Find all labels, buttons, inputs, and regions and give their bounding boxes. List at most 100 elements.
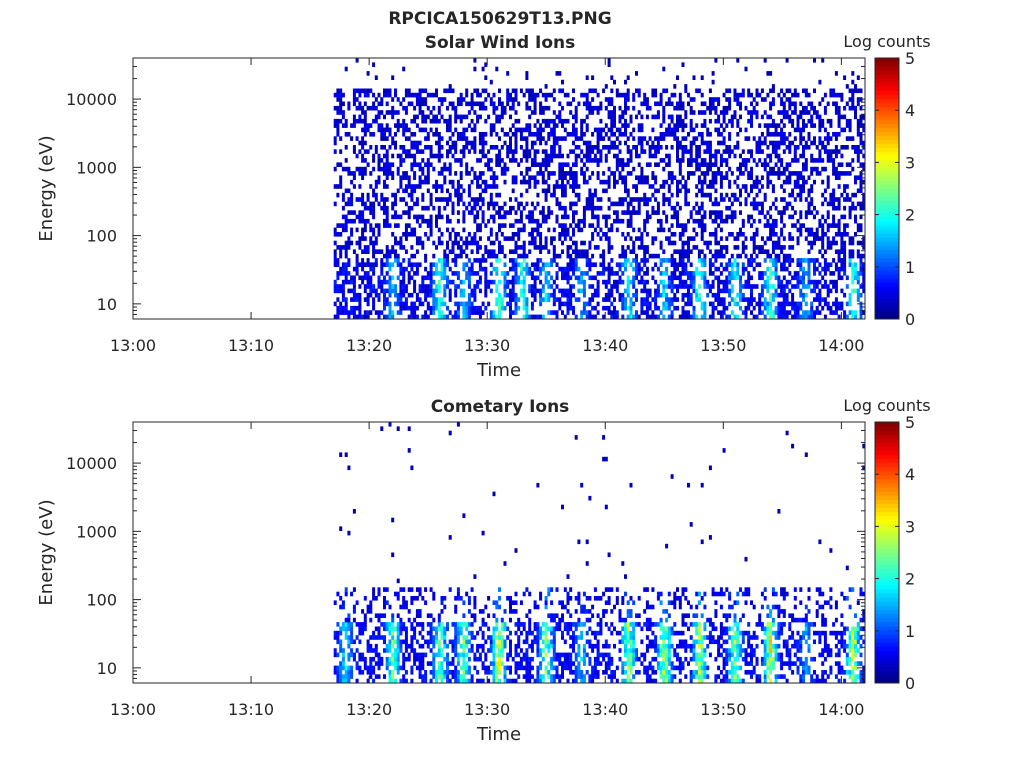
spectrogram-cell <box>802 297 805 302</box>
spectrogram-cell <box>602 127 606 133</box>
spectrogram-cell <box>495 314 499 320</box>
spectrogram-cell <box>629 279 633 285</box>
spectrogram-cell <box>862 245 866 250</box>
spectrogram-cell <box>736 292 740 298</box>
spectrogram-cell <box>689 153 693 159</box>
spectrogram-cell <box>506 149 510 154</box>
spectrogram-cell <box>618 132 622 137</box>
spectrogram-cell <box>391 162 395 167</box>
spectrogram-cell <box>607 271 611 276</box>
spectrogram-cell <box>399 288 403 294</box>
spectrogram-cell <box>448 149 452 154</box>
spectrogram-cell <box>591 105 595 111</box>
spectrogram-cell <box>755 262 759 267</box>
spectrogram-cell <box>747 271 751 276</box>
spectrogram-cell <box>418 240 422 246</box>
spectrogram-cell <box>391 75 395 80</box>
spectrogram-cell <box>848 97 852 102</box>
spectrogram-cell <box>613 105 616 111</box>
spectrogram-cell <box>495 105 499 111</box>
spectrogram-cell <box>607 136 611 141</box>
spectrogram-cell <box>561 266 564 272</box>
spectrogram-cell <box>593 127 597 133</box>
spectrogram-cell <box>624 79 627 85</box>
spectrogram-cell <box>426 105 430 111</box>
spectrogram-cell <box>541 297 545 302</box>
spectrogram-cell <box>511 292 515 298</box>
spectrogram-cell <box>774 132 778 137</box>
spectrogram-cell <box>782 105 786 111</box>
spectrogram-cell <box>717 210 721 215</box>
spectrogram-cell <box>385 253 389 259</box>
spectrogram-cell <box>454 284 458 289</box>
spectrogram-cell <box>791 123 795 128</box>
spectrogram-cell <box>492 249 496 254</box>
spectrogram-cell <box>539 110 543 115</box>
spectrogram-cell <box>374 145 378 150</box>
spectrogram-cell <box>739 105 742 111</box>
spectrogram-cell <box>796 279 800 285</box>
spectrogram-cell <box>804 301 808 307</box>
spectrogram-cell <box>648 314 652 320</box>
spectrogram-cell <box>424 97 428 102</box>
spectrogram-cell <box>695 162 699 167</box>
spectrogram-cell <box>769 140 773 146</box>
spectrogram-cell <box>739 275 742 281</box>
spectrogram-cell <box>629 297 633 302</box>
spectrogram-cell <box>380 271 384 276</box>
spectrogram-cell <box>791 118 795 124</box>
spectrogram-cell <box>577 145 581 150</box>
spectrogram-cell <box>407 271 411 276</box>
spectrogram-cell <box>492 145 496 150</box>
spectrogram-cell <box>396 123 400 128</box>
spectrogram-cell <box>383 301 386 307</box>
spectrogram-cell <box>602 266 606 272</box>
spectrogram-cell <box>596 171 600 176</box>
spectrogram-cell <box>640 275 644 281</box>
spectrogram-cell <box>500 171 504 176</box>
spectrogram-cell <box>659 145 663 150</box>
spectrogram-cell <box>514 262 518 267</box>
spectrogram-cell <box>678 162 682 167</box>
spectrogram-cell <box>736 253 740 259</box>
colorbar-segment <box>875 131 899 136</box>
spectrogram-cell <box>489 127 493 133</box>
spectrogram-cell <box>662 66 666 72</box>
spectrogram-cell <box>407 258 411 263</box>
spectrogram-cell <box>771 145 775 150</box>
spectrogram-cell <box>421 214 425 220</box>
spectrogram-cell <box>456 245 460 250</box>
spectrogram-cell <box>511 288 515 294</box>
spectrogram-cell <box>607 62 611 67</box>
spectrogram-cell <box>676 136 679 141</box>
spectrogram-cell <box>440 258 444 263</box>
spectrogram-cell <box>440 214 444 220</box>
spectrogram-cell <box>673 271 677 276</box>
spectrogram-cell <box>404 301 408 307</box>
spectrogram-cell <box>399 175 403 180</box>
spectrogram-cell <box>517 262 521 267</box>
spectrogram-cell <box>744 158 748 163</box>
spectrogram-cell <box>539 258 543 263</box>
spectrogram-cell <box>593 88 597 94</box>
spectrogram-cell <box>596 92 600 98</box>
spectrogram-cell <box>665 218 669 224</box>
spectrogram-cell <box>799 288 803 294</box>
spectrogram-cell <box>621 271 625 276</box>
spectrogram-cell <box>363 297 367 302</box>
spectrogram-cell <box>574 136 578 141</box>
spectrogram-cell <box>500 245 504 250</box>
spectrogram-cell <box>519 214 523 220</box>
spectrogram-cell <box>730 275 734 281</box>
spectrogram-cell <box>637 236 641 241</box>
spectrogram-cell <box>413 232 417 237</box>
spectrogram-cell <box>407 88 411 94</box>
spectrogram-cell <box>363 166 367 172</box>
spectrogram-cell <box>522 279 526 285</box>
spectrogram-cell <box>821 266 825 272</box>
spectrogram-cell <box>736 175 740 180</box>
spectrogram-cell <box>662 158 666 163</box>
spectrogram-cell <box>736 271 740 276</box>
spectrogram-cell <box>519 292 523 298</box>
spectrogram-cell <box>467 292 471 298</box>
